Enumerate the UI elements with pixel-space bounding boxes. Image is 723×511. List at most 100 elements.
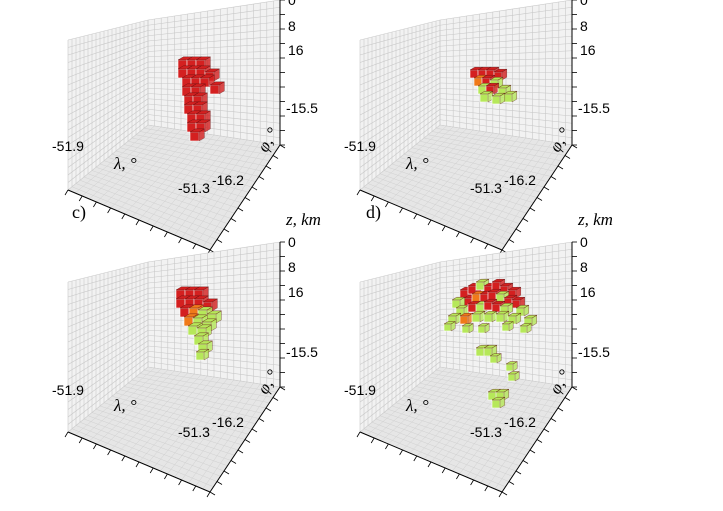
tick-mark	[244, 197, 251, 201]
grid-line	[67, 308, 149, 350]
tick-mark	[279, 386, 286, 391]
grid-line	[419, 383, 555, 414]
tick-mark	[272, 155, 279, 159]
tick-mark	[522, 218, 529, 222]
grid-line	[431, 373, 566, 398]
grid-line	[480, 141, 553, 242]
grid-line	[439, 35, 573, 47]
voxel-top	[511, 296, 526, 301]
grid-line	[407, 392, 545, 430]
tick-mark	[272, 397, 279, 401]
grid-line	[67, 40, 149, 71]
voxel-face	[501, 323, 510, 332]
grid-line	[423, 137, 559, 167]
grid-line	[359, 287, 441, 320]
lat-tick-1: -15.5	[286, 344, 318, 360]
grid-line	[359, 303, 441, 343]
tick-mark	[470, 237, 474, 244]
grid-line	[67, 51, 149, 86]
grid-line	[139, 131, 274, 156]
lambda-axis-title: λ, °	[406, 396, 429, 415]
voxel-face	[459, 315, 469, 325]
voxel-top	[491, 278, 506, 283]
voxel-top	[483, 298, 498, 303]
grid-line	[147, 21, 281, 37]
grid-line	[202, 143, 274, 248]
grid-line	[466, 381, 540, 478]
grid-line	[452, 379, 526, 472]
voxel-face	[503, 93, 513, 103]
grid-line	[67, 314, 149, 358]
panel-d: d) z, km 0 8 16 -15.5 -16.2 -51.9 -51.3 …	[344, 196, 652, 498]
tick-mark	[107, 449, 111, 456]
z-tick-0: 0	[580, 0, 588, 8]
grid-line	[147, 277, 281, 289]
voxel-face	[479, 93, 489, 103]
voxel-top	[485, 66, 500, 71]
grid-line	[359, 261, 441, 283]
tick-mark	[223, 470, 230, 475]
panel-c: c) z, km 0 8 16 -15.5 -16.2 -51.9 -51.3 …	[52, 196, 360, 498]
voxel-top	[197, 306, 214, 311]
tick-mark	[571, 144, 578, 149]
grid-line	[359, 293, 441, 328]
grid-line	[415, 144, 552, 177]
grid-line	[487, 384, 560, 487]
tick-mark	[543, 428, 550, 433]
grid-line	[67, 287, 149, 320]
tick-mark	[470, 479, 474, 486]
grid-line	[359, 56, 441, 93]
grid-line	[439, 6, 573, 26]
grid-line	[147, 50, 281, 58]
tick-mark	[206, 491, 211, 498]
tick-mark	[536, 197, 543, 201]
grid-line	[67, 56, 149, 93]
voxel-top	[505, 361, 518, 365]
grid-line	[67, 293, 149, 328]
grid-line	[459, 380, 533, 475]
lambda-axis-title: λ, °	[406, 154, 429, 173]
grid-line	[439, 21, 573, 37]
voxel-top	[195, 65, 212, 70]
grid-line	[403, 396, 541, 435]
grid-line	[153, 136, 228, 227]
grid-line	[67, 72, 149, 116]
grid-line	[123, 386, 260, 419]
voxel-face	[483, 347, 493, 357]
tick-mark	[550, 176, 557, 180]
grid-line	[67, 282, 149, 313]
lon-tick-1: -51.9	[344, 382, 376, 398]
grid-line	[411, 147, 548, 182]
grid-line	[494, 143, 566, 248]
z-tick-8: 8	[288, 18, 296, 34]
voxel-top	[461, 323, 474, 327]
tick-mark	[192, 243, 197, 250]
panel-b-plot	[356, 0, 578, 256]
tick-mark	[216, 481, 223, 485]
grid-line	[147, 0, 281, 21]
lon-tick-1: -51.9	[52, 138, 84, 154]
voxel-face	[443, 323, 452, 332]
grid-line	[147, 263, 281, 279]
lat-tick-2: -16.2	[212, 172, 244, 188]
grid-line	[494, 385, 566, 490]
grid-line	[138, 134, 215, 221]
voxel-top	[459, 312, 474, 317]
tick-mark	[178, 479, 182, 486]
voxel-top	[479, 90, 494, 95]
z-tick-16: 16	[580, 284, 596, 300]
grid-line	[359, 61, 441, 101]
tick-mark	[508, 481, 515, 485]
grid-line	[359, 40, 441, 71]
lat-tick-2: -16.2	[504, 414, 536, 430]
voxel-face	[461, 325, 470, 334]
grid-line	[439, 248, 573, 268]
voxel-top	[489, 76, 504, 81]
grid-line	[147, 43, 281, 52]
voxel-top	[193, 332, 210, 337]
voxel-top	[481, 74, 496, 79]
tick-mark	[149, 225, 154, 232]
grid-line	[123, 144, 260, 177]
grid-line	[147, 6, 281, 26]
grid-line	[174, 381, 248, 478]
